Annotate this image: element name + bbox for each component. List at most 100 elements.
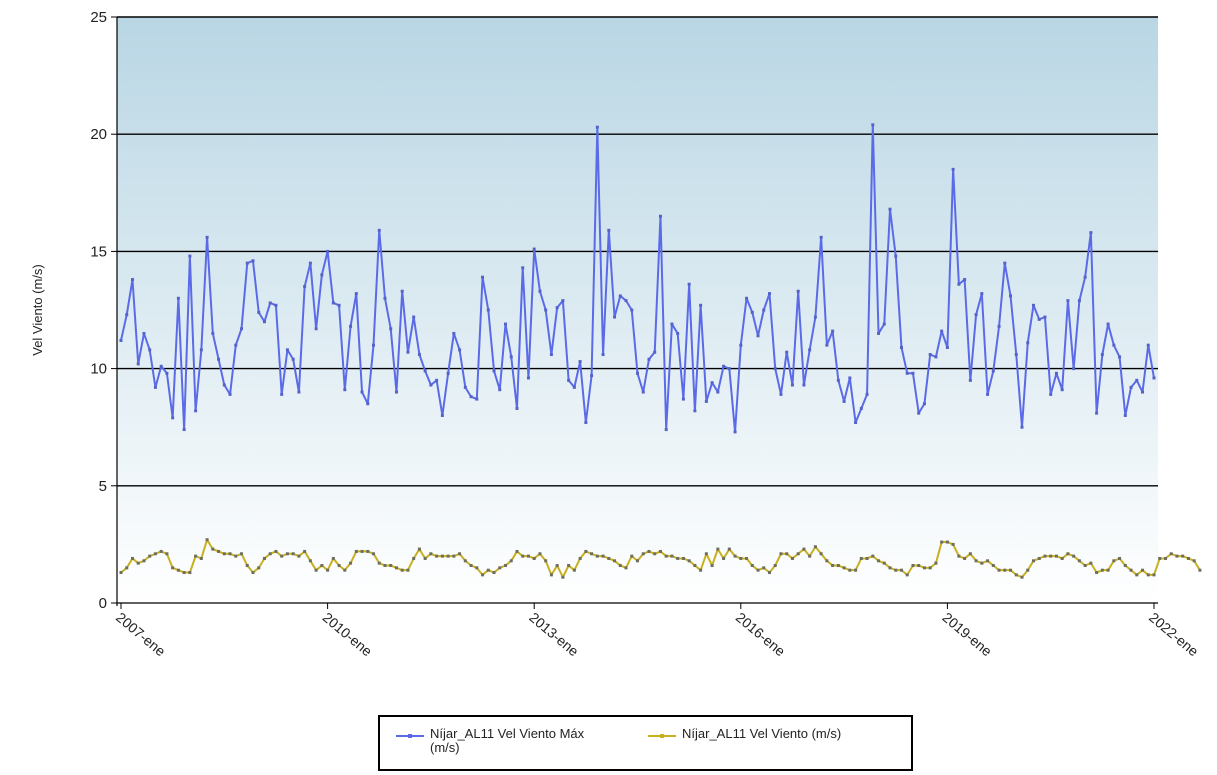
data-point xyxy=(808,554,812,558)
data-point xyxy=(1181,554,1185,558)
data-point xyxy=(802,547,806,551)
data-point xyxy=(544,308,548,312)
data-point xyxy=(1112,559,1116,563)
data-point xyxy=(980,561,984,565)
data-point xyxy=(314,327,318,331)
series-max xyxy=(119,123,1156,434)
data-point xyxy=(458,552,462,556)
data-point xyxy=(1066,552,1070,556)
data-point xyxy=(1003,261,1007,265)
data-point xyxy=(871,123,875,127)
data-point xyxy=(733,430,737,434)
data-point xyxy=(854,568,858,572)
data-point xyxy=(1118,556,1122,560)
data-point xyxy=(549,353,553,357)
data-point xyxy=(601,554,605,558)
data-point xyxy=(693,563,697,567)
data-point xyxy=(1129,385,1133,389)
data-point xyxy=(240,552,244,556)
data-point xyxy=(756,568,760,572)
data-point xyxy=(159,364,163,368)
data-point xyxy=(716,390,720,394)
data-point xyxy=(544,559,548,563)
data-point xyxy=(899,346,903,350)
data-point xyxy=(222,552,226,556)
data-point xyxy=(297,554,301,558)
data-point xyxy=(417,547,421,551)
data-point xyxy=(618,294,622,298)
data-point xyxy=(710,381,714,385)
data-point xyxy=(831,329,835,333)
data-point xyxy=(607,228,611,232)
data-point xyxy=(372,343,376,347)
data-point xyxy=(825,343,829,347)
y-tick-label: 15 xyxy=(90,243,107,260)
data-point xyxy=(997,568,1001,572)
data-point xyxy=(767,292,771,296)
legend-item-max: Níjar_AL11 Vel Viento Máx (m/s) xyxy=(396,727,584,755)
data-point xyxy=(773,563,777,567)
data-point xyxy=(1163,556,1167,560)
data-point xyxy=(584,421,588,425)
data-point xyxy=(377,561,381,565)
data-point xyxy=(285,552,289,556)
data-point xyxy=(435,554,439,558)
data-point xyxy=(360,549,364,553)
data-point xyxy=(836,378,840,382)
data-point xyxy=(1123,413,1127,417)
data-point xyxy=(773,367,777,371)
data-point xyxy=(406,568,410,572)
data-point xyxy=(176,296,180,300)
data-point xyxy=(1146,343,1150,347)
data-point xyxy=(366,549,370,553)
axes xyxy=(111,16,1158,609)
data-point xyxy=(285,348,289,352)
data-point xyxy=(343,388,347,392)
data-point xyxy=(894,254,898,258)
data-point xyxy=(423,369,427,373)
data-point xyxy=(779,552,783,556)
data-point xyxy=(165,552,169,556)
data-point xyxy=(1026,568,1030,572)
data-point xyxy=(1066,299,1070,303)
data-point xyxy=(888,566,892,570)
data-point xyxy=(825,559,829,563)
data-point xyxy=(687,282,691,286)
data-point xyxy=(320,273,324,277)
data-point xyxy=(394,566,398,570)
data-point xyxy=(940,329,944,333)
data-point xyxy=(750,563,754,567)
data-point xyxy=(882,322,886,326)
data-point xyxy=(561,299,565,303)
data-point xyxy=(1026,341,1030,345)
data-point xyxy=(257,310,261,314)
data-point xyxy=(377,228,381,232)
data-point xyxy=(647,357,651,361)
data-point xyxy=(337,563,341,567)
data-point xyxy=(1152,573,1156,577)
data-point xyxy=(567,378,571,382)
data-point xyxy=(997,324,1001,328)
data-point xyxy=(297,390,301,394)
data-point xyxy=(1077,299,1081,303)
data-point xyxy=(308,261,312,265)
data-point xyxy=(303,285,307,289)
data-point xyxy=(951,542,955,546)
data-point xyxy=(572,385,576,389)
data-point xyxy=(739,556,743,560)
data-point xyxy=(188,571,192,575)
data-point xyxy=(475,397,479,401)
data-point xyxy=(796,289,800,293)
data-point xyxy=(526,376,530,380)
data-point xyxy=(199,556,203,560)
data-point xyxy=(647,549,651,553)
data-point xyxy=(1158,556,1162,560)
data-point xyxy=(968,378,972,382)
data-point xyxy=(349,324,353,328)
data-point xyxy=(963,556,967,560)
data-point xyxy=(790,383,794,387)
data-point xyxy=(463,385,467,389)
data-point xyxy=(1141,568,1145,572)
data-point xyxy=(882,561,886,565)
data-point xyxy=(727,547,731,551)
